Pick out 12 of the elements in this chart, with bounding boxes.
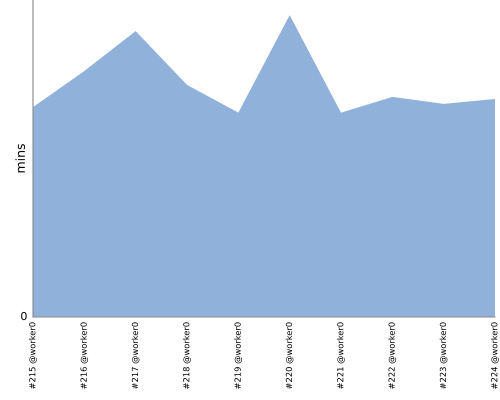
x-tick-label: #223 @worker0: [440, 322, 448, 389]
x-tick-label: #220 @worker0: [286, 322, 294, 389]
text: 0: [21, 312, 27, 320]
x-tick-label: #224 @worker0: [490, 322, 499, 389]
x-tick-label: #215 @worker0: [28, 322, 37, 389]
x-tick-label: #219 @worker0: [234, 322, 242, 389]
x-tick-label: #218 @worker0: [182, 322, 191, 389]
x-tick-label: #217 @worker0: [132, 322, 140, 389]
x-tick-label: #221 @worker0: [336, 322, 345, 389]
x-tick-label: #216 @worker0: [80, 322, 88, 389]
x-tick-label: #222 @worker0: [388, 322, 396, 389]
y-axis-title: mins: [15, 144, 26, 172]
